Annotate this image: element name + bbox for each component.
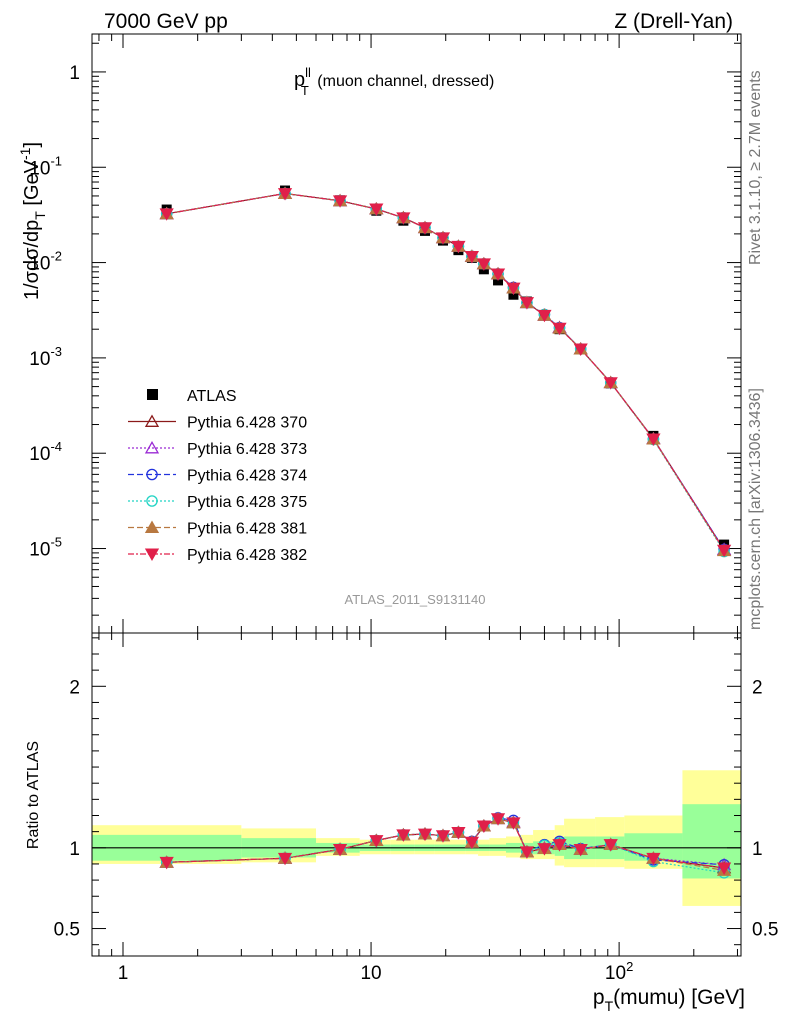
main-frame [91,33,742,634]
series-marker [476,258,492,271]
series-marker [646,433,661,447]
legend-label: ATLAS [187,388,237,405]
legend-marker [144,548,160,562]
legend-marker [146,468,158,481]
ratio-frame [91,632,742,957]
analysis-label: ATLAS_2011_S9131140 [345,592,486,607]
ratio-series-marker [603,839,618,852]
y-tick-label: 10-5 [29,535,62,561]
ratio-series-marker [451,827,466,840]
x-tick-label: 10 [360,963,381,984]
ratio-series-marker [490,813,506,826]
ratio-series-marker [332,843,348,857]
series-marker [603,377,618,390]
legend: ATLAS Pythia 6.428 370 Pythia 6.428 373 Pyt… [128,388,307,564]
ratio-series-marker [476,820,492,834]
ratio-y-tick-label-left: 1 [69,839,80,860]
series-marker [369,203,384,216]
series-marker [552,322,567,336]
ratio-y-tick-label-right: 2 [752,677,763,698]
legend-label: Pythia 6.428 370 [187,415,307,432]
series-marker [573,343,588,357]
ratio-series-marker [417,828,433,842]
ratio-series-marker [369,835,384,848]
ratio-y-tick-label-left: 0.5 [54,920,80,941]
ratio-series-marker [464,836,480,850]
ratio-series-marker [506,817,521,830]
ratio-series-marker [435,830,451,843]
y-tick-label: 1 [69,63,80,84]
ratio-series-markers [159,811,732,879]
series-marker [332,195,348,208]
y-tick-label: 10-3 [29,344,62,370]
y-tick-label: 10-1 [29,153,62,179]
legend-marker [144,520,160,533]
ratio-y-tick-label-right: 1 [752,839,763,860]
ratio-uncertainty-bands [92,770,741,906]
mcplots-label: mcplots.cern.ch [arXiv:1306.3436] [747,388,764,630]
main-axes: 1 10-1 10-2 10-3 10-4 10-5 [29,34,741,633]
series-marker [159,208,174,221]
series-marker [506,282,521,296]
y-tick-label: 10-4 [29,439,62,465]
main-series-markers [159,185,732,558]
ratio-axes: 0.5 0.5 1 1 2 2 [54,633,778,956]
series-marker [519,297,535,310]
series-marker [490,268,506,281]
ratio-series-marker [159,856,174,870]
rivet-label: Rivet 3.1.10, ≥ 2.7M events [747,70,764,265]
x-tick-labels: 1 10 102 [118,959,634,984]
legend-label: Pythia 6.428 381 [187,521,307,538]
series-marker [464,250,480,264]
y-tick-label: 10-2 [29,249,62,275]
x-tick-label: 102 [605,959,633,984]
ratio-series-marker [537,843,552,856]
ratio-y-tick-label-right: 0.5 [752,920,778,941]
legend-label: Pythia 6.428 382 [187,547,307,564]
series-marker [277,188,293,201]
series-marker [417,222,433,235]
series-marker [716,544,732,558]
legend-marker [146,495,158,507]
ratio-series-marker [646,852,661,866]
ratio-series-marker [396,829,411,842]
series-marker [537,309,552,323]
main-ylabel: 1/σdσ/dpT [GeV-1] [17,142,48,300]
ratio-series-marker [552,839,567,852]
ratio-series-marker [277,852,293,866]
xlabel: pT(mumu) [GeV] [593,986,745,1014]
ratio-ylabel: Ratio to ATLAS [25,741,42,849]
chart-title: pll T (muon channel, dressed) [294,65,494,98]
legend-marker [144,414,160,427]
legend-label: Pythia 6.428 375 [187,494,307,511]
series-marker [435,232,451,245]
header-right: Z (Drell-Yan) [614,10,733,33]
ratio-series-marker [573,843,588,857]
legend-marker [144,440,160,454]
ratio-y-tick-label-left: 2 [69,677,80,698]
series-marker [396,212,411,225]
ratio-series-marker [716,862,732,875]
x-tick-label: 1 [118,963,129,984]
ratio-series-marker [519,846,535,859]
legend-label: Pythia 6.428 374 [187,468,307,485]
legend-label: Pythia 6.428 373 [187,441,307,458]
legend-atlas-marker [147,389,158,400]
series-marker [451,240,466,254]
header-left: 7000 GeV pp [104,10,228,33]
